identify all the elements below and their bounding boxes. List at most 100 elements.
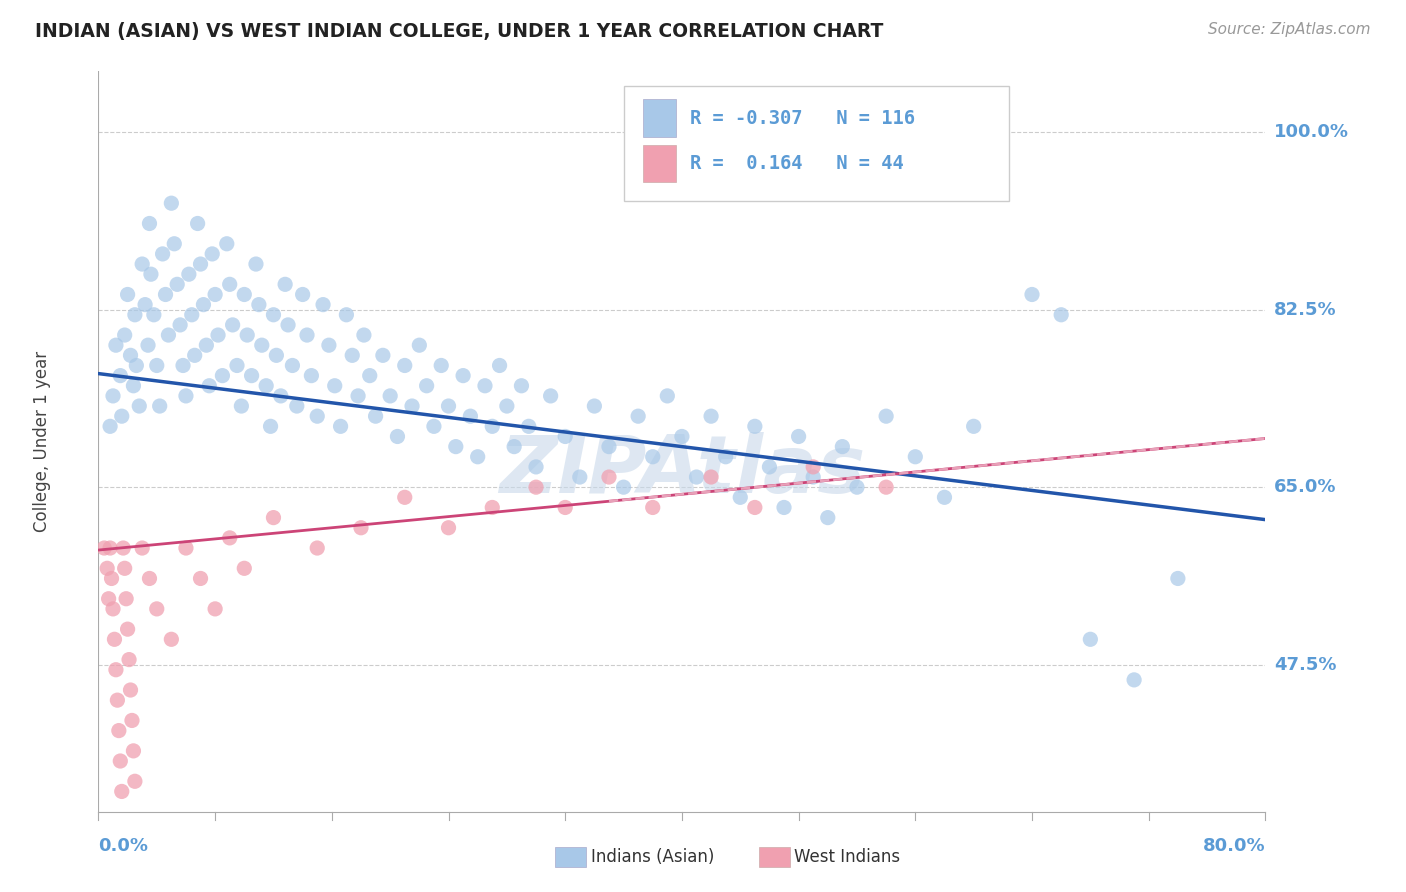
- Point: [318, 338, 340, 352]
- Point: [437, 521, 460, 535]
- Point: [104, 663, 127, 677]
- Point: [180, 308, 202, 322]
- Point: [100, 571, 122, 585]
- Point: [817, 510, 839, 524]
- Point: [160, 632, 183, 647]
- Point: [285, 399, 308, 413]
- Point: [744, 500, 766, 515]
- Point: [583, 399, 606, 413]
- Point: [510, 378, 533, 392]
- Point: [598, 470, 620, 484]
- Point: [218, 277, 240, 292]
- Point: [108, 723, 131, 738]
- Point: [117, 622, 139, 636]
- Point: [612, 480, 634, 494]
- Point: [134, 298, 156, 312]
- Text: R =  0.164   N = 44: R = 0.164 N = 44: [690, 154, 904, 173]
- Point: [451, 368, 474, 383]
- Point: [233, 287, 256, 301]
- Point: [166, 277, 188, 292]
- Point: [149, 399, 172, 413]
- Point: [110, 754, 132, 768]
- Point: [174, 541, 197, 555]
- Point: [157, 328, 180, 343]
- Point: [496, 399, 519, 413]
- Text: Source: ZipAtlas.com: Source: ZipAtlas.com: [1208, 22, 1371, 37]
- Point: [353, 328, 375, 343]
- Point: [101, 389, 124, 403]
- Point: [218, 531, 240, 545]
- Point: [114, 561, 136, 575]
- Point: [714, 450, 737, 464]
- Point: [115, 591, 138, 606]
- Point: [323, 378, 346, 392]
- Point: [598, 440, 620, 454]
- Point: [277, 318, 299, 332]
- Point: [97, 591, 120, 606]
- Text: 47.5%: 47.5%: [1274, 656, 1337, 673]
- Point: [962, 419, 984, 434]
- Point: [329, 419, 352, 434]
- Point: [627, 409, 650, 424]
- Point: [245, 257, 267, 271]
- Point: [177, 267, 200, 281]
- Point: [1021, 287, 1043, 301]
- Point: [380, 389, 402, 403]
- Point: [270, 389, 292, 403]
- Point: [364, 409, 387, 424]
- Point: [117, 287, 139, 301]
- Point: [121, 714, 143, 728]
- Point: [193, 298, 215, 312]
- Point: [110, 368, 132, 383]
- Point: [467, 450, 489, 464]
- Point: [700, 409, 723, 424]
- Point: [474, 378, 496, 392]
- Point: [254, 378, 277, 392]
- Text: College, Under 1 year: College, Under 1 year: [34, 351, 52, 533]
- Point: [1080, 632, 1102, 647]
- Point: [211, 368, 233, 383]
- Point: [831, 440, 853, 454]
- Point: [163, 236, 186, 251]
- Point: [262, 510, 284, 524]
- Point: [312, 298, 335, 312]
- Point: [730, 491, 752, 505]
- Point: [295, 328, 318, 343]
- Point: [207, 328, 229, 343]
- Point: [307, 409, 329, 424]
- Point: [190, 257, 212, 271]
- Point: [540, 389, 562, 403]
- Point: [118, 652, 141, 666]
- Point: [247, 298, 270, 312]
- FancyBboxPatch shape: [644, 100, 676, 136]
- Point: [101, 602, 124, 616]
- Point: [460, 409, 482, 424]
- Point: [104, 338, 127, 352]
- Point: [128, 399, 150, 413]
- Point: [122, 378, 145, 392]
- Point: [111, 784, 134, 798]
- Point: [236, 328, 259, 343]
- Point: [387, 429, 409, 443]
- Point: [105, 693, 128, 707]
- Point: [685, 470, 707, 484]
- Text: West Indians: West Indians: [794, 848, 900, 866]
- Point: [700, 470, 723, 484]
- Point: [124, 774, 146, 789]
- Point: [125, 359, 148, 373]
- Point: [401, 399, 423, 413]
- Point: [430, 359, 453, 373]
- Point: [201, 247, 224, 261]
- Point: [347, 389, 370, 403]
- Point: [394, 359, 416, 373]
- Point: [904, 450, 927, 464]
- Point: [408, 338, 430, 352]
- Point: [415, 378, 437, 392]
- Point: [437, 399, 460, 413]
- Text: 65.0%: 65.0%: [1274, 478, 1337, 496]
- Point: [554, 429, 576, 443]
- Point: [204, 602, 226, 616]
- Point: [1050, 308, 1073, 322]
- FancyBboxPatch shape: [644, 145, 676, 183]
- Point: [120, 348, 142, 362]
